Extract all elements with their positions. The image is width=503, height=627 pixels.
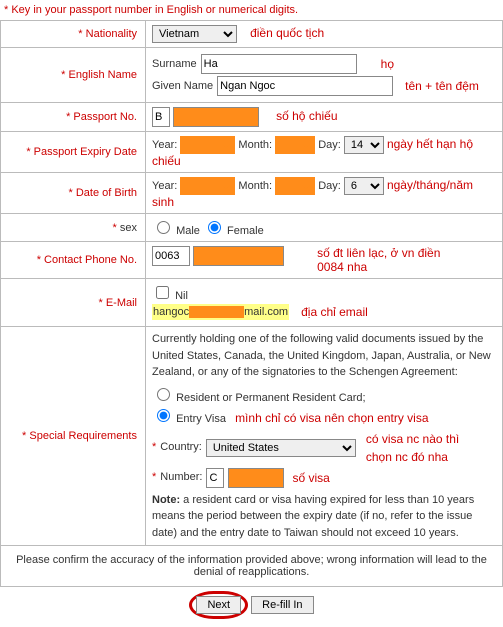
special-label: Special Requirements — [29, 430, 137, 442]
email-label: E-Mail — [106, 297, 137, 309]
sex-label: sex — [120, 222, 137, 234]
number-masked[interactable] — [228, 468, 284, 488]
hint-text: Key in your passport number in English o… — [11, 4, 298, 16]
confirm-text: Please confirm the accuracy of the infor… — [1, 546, 503, 587]
note-text: a resident card or visa having expired f… — [152, 494, 474, 539]
expiry-year-lbl: Year: — [152, 139, 177, 151]
surname-sublabel: Surname — [152, 58, 197, 70]
sex-female[interactable] — [208, 221, 221, 234]
expiry-year[interactable] — [180, 136, 235, 154]
phone-label: Contact Phone No. — [44, 254, 137, 266]
dob-label: Date of Birth — [76, 187, 137, 199]
dob-day-lbl: Day: — [318, 180, 341, 192]
passport-prefix[interactable] — [152, 107, 170, 127]
given-sublabel: Given Name — [152, 80, 213, 92]
opt2-lbl: Entry Visa — [176, 413, 226, 425]
surname-input[interactable] — [201, 54, 357, 74]
note-label: Note: — [152, 494, 180, 506]
email-p1: hangoc — [153, 306, 189, 318]
phone-masked[interactable] — [193, 246, 284, 266]
nationality-label: Nationality — [86, 28, 137, 40]
dob-month[interactable] — [275, 177, 315, 195]
dob-day[interactable]: 6 — [344, 177, 384, 195]
passport-masked[interactable] — [173, 107, 259, 127]
next-button[interactable]: Next — [196, 596, 241, 614]
dob-year-lbl: Year: — [152, 180, 177, 192]
female-lbl: Female — [227, 225, 264, 237]
phone-prefix[interactable] — [152, 246, 190, 266]
number-lbl: Number: — [160, 469, 202, 486]
country-lbl: Country: — [160, 439, 202, 456]
english-name-label: English Name — [69, 69, 137, 81]
number-prefix[interactable] — [206, 468, 224, 488]
expiry-day[interactable]: 14 — [344, 136, 384, 154]
number-anno: số visa — [292, 469, 329, 487]
opt2-anno: mình chỉ có visa nên chọn entry visa — [235, 411, 428, 425]
expiry-day-lbl: Day: — [318, 139, 341, 151]
given-anno: tên + tên đệm — [405, 79, 479, 93]
surname-anno: họ — [381, 57, 394, 71]
country-select[interactable]: United States — [206, 439, 356, 457]
phone-anno: số đt liên lạc, ở vn điền 0084 nha — [317, 246, 467, 274]
opt1-lbl: Resident or Permanent Resident Card; — [176, 392, 366, 404]
dob-year[interactable] — [180, 177, 235, 195]
male-lbl: Male — [176, 225, 200, 237]
email-nil-lbl: Nil — [175, 290, 188, 302]
expiry-month[interactable] — [275, 136, 315, 154]
refill-button[interactable]: Re-fill In — [251, 596, 313, 614]
expiry-label: Passport Expiry Date — [34, 146, 137, 158]
passport-label: Passport No. — [73, 111, 137, 123]
nationality-anno: điền quốc tịch — [250, 26, 324, 40]
dob-month-lbl: Month: — [238, 180, 272, 192]
given-input[interactable] — [217, 76, 393, 96]
opt-visa[interactable] — [157, 409, 170, 422]
email-anno: địa chỉ email — [301, 305, 368, 319]
email-nil-check[interactable] — [156, 286, 169, 299]
special-intro: Currently holding one of the following v… — [152, 331, 496, 381]
email-p2: mail.com — [244, 306, 288, 318]
expiry-month-lbl: Month: — [238, 139, 272, 151]
sex-male[interactable] — [157, 221, 170, 234]
opt-resident[interactable] — [157, 388, 170, 401]
passport-anno: số hộ chiếu — [276, 109, 337, 123]
nationality-select[interactable]: Vietnam — [152, 25, 237, 43]
country-anno: có visa nc nào thì chọn nc đó nha — [366, 430, 486, 466]
